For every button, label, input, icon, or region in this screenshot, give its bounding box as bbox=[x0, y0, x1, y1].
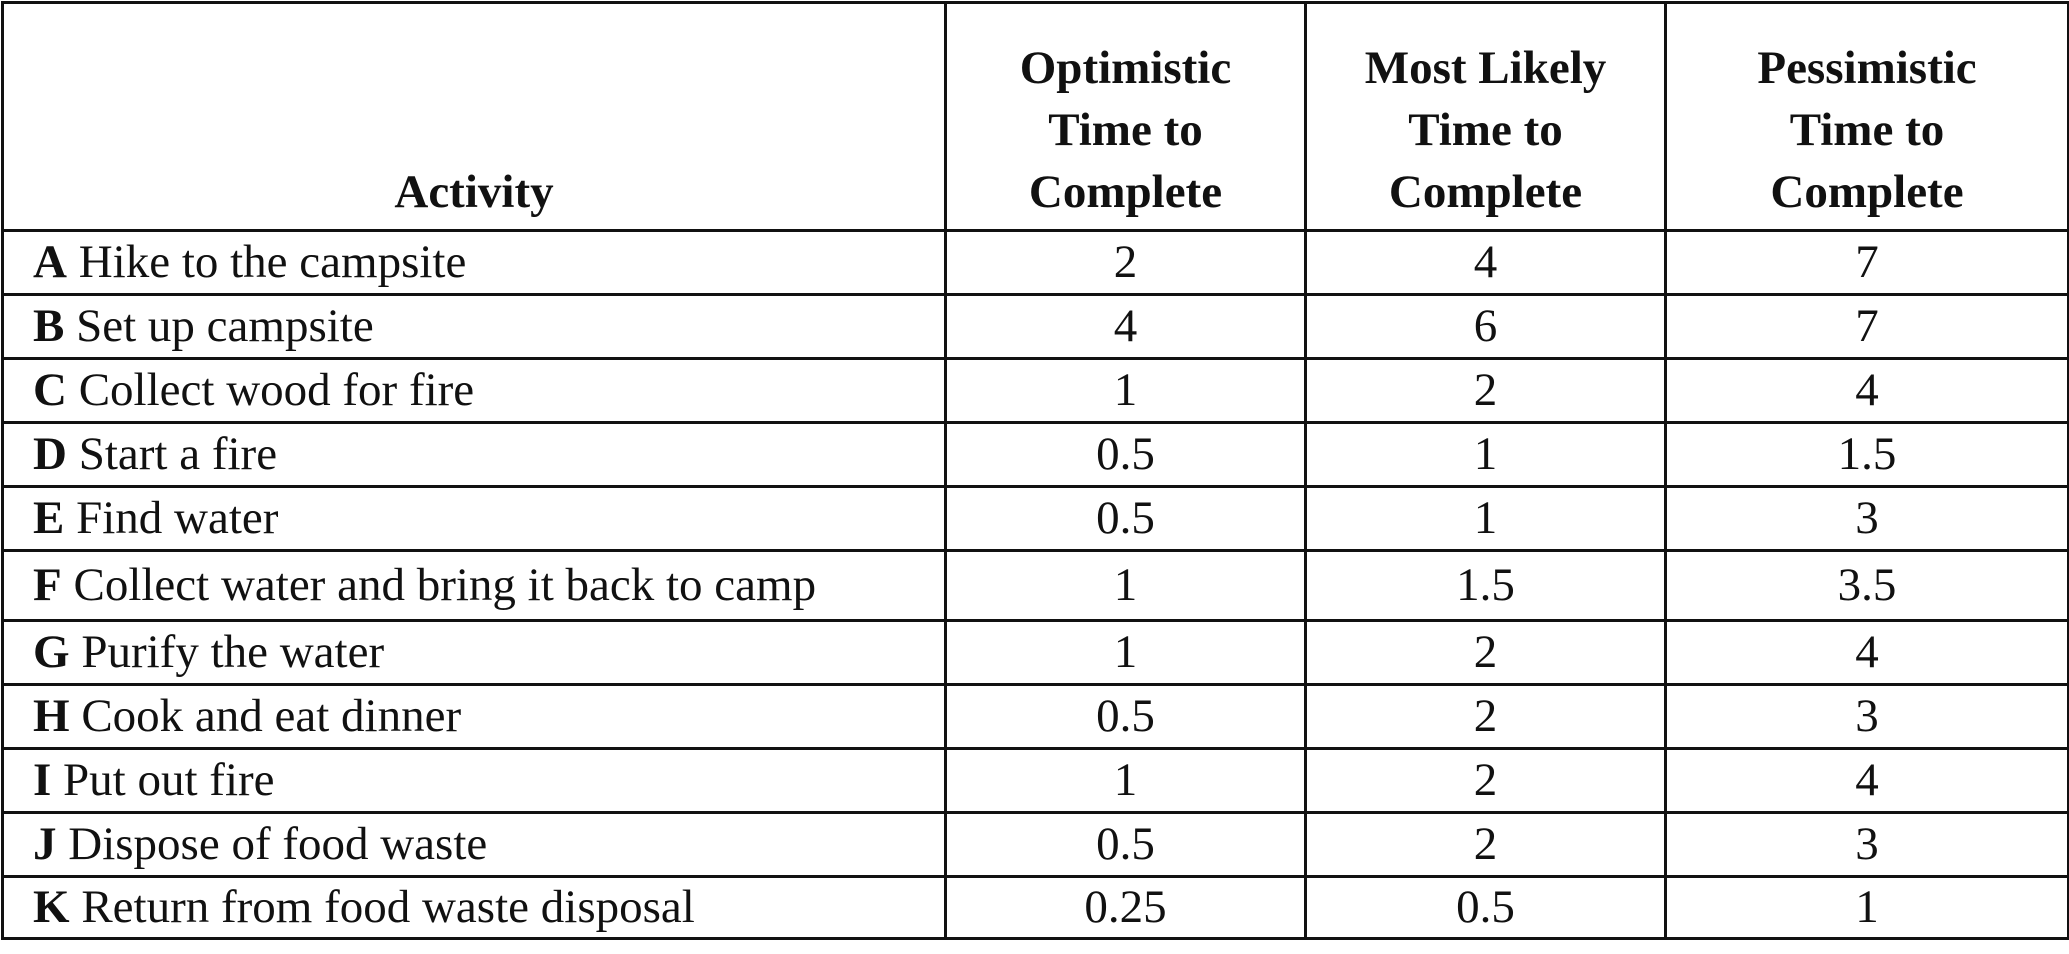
table-row: F Collect water and bring it back to cam… bbox=[1, 549, 2069, 622]
activity-id: E bbox=[33, 492, 65, 544]
activity-name: Cook and eat dinner bbox=[81, 690, 462, 742]
activity-cell: A Hike to the campsite bbox=[1, 229, 947, 296]
activity-id: B bbox=[33, 300, 65, 352]
activity-name: Start a fire bbox=[78, 428, 278, 480]
header-optimistic-line-2: Time to bbox=[1048, 104, 1203, 156]
table-row: K Return from food waste disposal 0.25 0… bbox=[1, 875, 2069, 940]
activity-id: A bbox=[33, 236, 67, 288]
activity-cell: I Put out fire bbox=[1, 747, 947, 814]
header-pessimistic-line-3: Complete bbox=[1770, 166, 1964, 218]
pessimistic-cell: 7 bbox=[1664, 229, 2069, 296]
table-row: B Set up campsite 4 6 7 bbox=[1, 293, 2069, 360]
most-likely-cell: 2 bbox=[1304, 683, 1667, 750]
optimistic-cell: 0.5 bbox=[944, 683, 1307, 750]
activity-name: Find water bbox=[76, 492, 279, 544]
table-row: I Put out fire 1 2 4 bbox=[1, 747, 2069, 814]
header-optimistic-line-1: Optimistic bbox=[1019, 42, 1232, 94]
header-optimistic-line-3: Complete bbox=[1028, 166, 1223, 218]
activity-name: Return from food waste disposal bbox=[81, 881, 695, 933]
header-activity: Activity bbox=[1, 1, 947, 232]
activity-cell: D Start a fire bbox=[1, 421, 947, 488]
most-likely-cell: 1 bbox=[1304, 485, 1667, 552]
table-row: J Dispose of food waste 0.5 2 3 bbox=[1, 811, 2069, 878]
table-row: C Collect wood for fire 1 2 4 bbox=[1, 357, 2069, 424]
activity-id: J bbox=[33, 818, 57, 870]
optimistic-cell: 4 bbox=[944, 293, 1307, 360]
activity-cell: C Collect wood for fire bbox=[1, 357, 947, 424]
activity-name: Put out fire bbox=[63, 754, 275, 806]
pessimistic-cell: 3 bbox=[1664, 485, 2069, 552]
activity-id: D bbox=[33, 428, 67, 480]
activity-name: Purify the water bbox=[81, 626, 385, 678]
optimistic-cell: 1 bbox=[944, 549, 1307, 622]
table-row: G Purify the water 1 2 4 bbox=[1, 619, 2069, 686]
activity-id: K bbox=[33, 881, 70, 933]
table-row: D Start a fire 0.5 1 1.5 bbox=[1, 421, 2069, 488]
table-row: H Cook and eat dinner 0.5 2 3 bbox=[1, 683, 2069, 750]
header-most-likely-line-3: Complete bbox=[1388, 166, 1583, 218]
activity-id: I bbox=[33, 754, 52, 806]
activity-cell: G Purify the water bbox=[1, 619, 947, 686]
table-row: E Find water 0.5 1 3 bbox=[1, 485, 2069, 552]
activity-cell: E Find water bbox=[1, 485, 947, 552]
pessimistic-cell: 4 bbox=[1664, 619, 2069, 686]
pessimistic-cell: 3.5 bbox=[1664, 549, 2069, 622]
header-pessimistic-line-2: Time to bbox=[1789, 104, 1945, 156]
header-most-likely: Most Likely Time to Complete bbox=[1304, 1, 1667, 232]
most-likely-cell: 4 bbox=[1304, 229, 1667, 296]
optimistic-cell: 2 bbox=[944, 229, 1307, 296]
pessimistic-cell: 1 bbox=[1664, 875, 2069, 940]
header-pessimistic-line-1: Pessimistic bbox=[1757, 42, 1977, 94]
header-activity-label: Activity bbox=[394, 166, 554, 218]
header-most-likely-line-2: Time to bbox=[1408, 104, 1563, 156]
optimistic-cell: 0.25 bbox=[944, 875, 1307, 940]
activity-name: Dispose of food waste bbox=[68, 818, 488, 870]
most-likely-cell: 2 bbox=[1304, 811, 1667, 878]
optimistic-cell: 0.5 bbox=[944, 811, 1307, 878]
table-body: A Hike to the campsite 2 4 7 B Set up ca… bbox=[1, 229, 2069, 940]
optimistic-cell: 1 bbox=[944, 357, 1307, 424]
optimistic-cell: 1 bbox=[944, 619, 1307, 686]
activity-cell: B Set up campsite bbox=[1, 293, 947, 360]
activity-name: Collect water and bring it back to camp bbox=[73, 559, 817, 611]
header-row: Activity Optimistic Time to Complete Mos… bbox=[1, 1, 2069, 232]
header-most-likely-line-1: Most Likely bbox=[1364, 42, 1607, 94]
most-likely-cell: 1 bbox=[1304, 421, 1667, 488]
activity-name: Set up campsite bbox=[76, 300, 374, 352]
table-row: A Hike to the campsite 2 4 7 bbox=[1, 229, 2069, 296]
optimistic-cell: 0.5 bbox=[944, 421, 1307, 488]
most-likely-cell: 6 bbox=[1304, 293, 1667, 360]
most-likely-cell: 1.5 bbox=[1304, 549, 1667, 622]
header-optimistic: Optimistic Time to Complete bbox=[944, 1, 1307, 232]
most-likely-cell: 2 bbox=[1304, 357, 1667, 424]
activity-id: F bbox=[33, 559, 62, 611]
pessimistic-cell: 7 bbox=[1664, 293, 2069, 360]
activity-cell: H Cook and eat dinner bbox=[1, 683, 947, 750]
activity-id: G bbox=[33, 626, 70, 678]
pessimistic-cell: 3 bbox=[1664, 683, 2069, 750]
activity-id: H bbox=[33, 690, 70, 742]
header-pessimistic: Pessimistic Time to Complete bbox=[1664, 1, 2069, 232]
optimistic-cell: 1 bbox=[944, 747, 1307, 814]
most-likely-cell: 2 bbox=[1304, 747, 1667, 814]
activity-name: Hike to the campsite bbox=[78, 236, 467, 288]
pessimistic-cell: 4 bbox=[1664, 357, 2069, 424]
activity-cell: J Dispose of food waste bbox=[1, 811, 947, 878]
most-likely-cell: 0.5 bbox=[1304, 875, 1667, 940]
activity-cell: K Return from food waste disposal bbox=[1, 875, 947, 940]
pessimistic-cell: 4 bbox=[1664, 747, 2069, 814]
activity-name: Collect wood for fire bbox=[78, 364, 475, 416]
activity-cell: F Collect water and bring it back to cam… bbox=[1, 549, 947, 622]
most-likely-cell: 2 bbox=[1304, 619, 1667, 686]
pessimistic-cell: 3 bbox=[1664, 811, 2069, 878]
activity-id: C bbox=[33, 364, 67, 416]
optimistic-cell: 0.5 bbox=[944, 485, 1307, 552]
pessimistic-cell: 1.5 bbox=[1664, 421, 2069, 488]
